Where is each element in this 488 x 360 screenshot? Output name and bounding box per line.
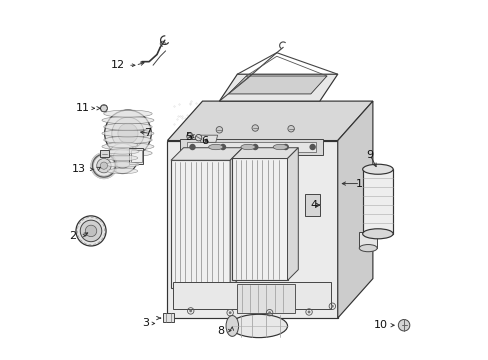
Polygon shape [237,284,294,313]
Ellipse shape [103,123,152,130]
Circle shape [228,311,231,314]
Ellipse shape [102,143,154,150]
Circle shape [186,133,193,139]
Polygon shape [100,149,109,157]
Polygon shape [171,148,242,160]
Text: 4: 4 [310,200,317,210]
Ellipse shape [241,144,255,150]
Circle shape [76,216,106,246]
Polygon shape [231,158,287,280]
Circle shape [287,126,294,132]
Circle shape [118,123,138,143]
Circle shape [220,144,225,149]
Circle shape [97,158,111,173]
Circle shape [189,310,192,312]
Polygon shape [180,139,323,155]
Polygon shape [167,140,337,318]
Circle shape [267,311,270,314]
Polygon shape [287,148,298,280]
Ellipse shape [106,149,139,154]
Circle shape [195,134,202,141]
Text: 5: 5 [185,132,192,142]
Polygon shape [359,232,376,248]
Ellipse shape [106,162,139,167]
Polygon shape [231,148,298,158]
Ellipse shape [107,168,138,174]
Text: 6: 6 [201,136,208,145]
Circle shape [252,144,257,149]
Ellipse shape [102,130,154,137]
Text: 9: 9 [366,150,373,160]
Circle shape [113,149,132,168]
Ellipse shape [362,229,392,239]
Text: 1: 1 [355,179,362,189]
Circle shape [80,220,102,242]
Polygon shape [187,141,316,152]
Polygon shape [172,282,330,309]
Ellipse shape [225,316,238,336]
Ellipse shape [103,136,152,144]
Circle shape [283,144,287,149]
Ellipse shape [107,155,138,161]
Polygon shape [304,194,319,216]
Text: 10: 10 [373,320,387,330]
Circle shape [398,319,409,331]
Polygon shape [228,76,326,94]
Ellipse shape [362,164,392,174]
Ellipse shape [103,149,152,157]
Ellipse shape [102,117,154,124]
Circle shape [100,105,107,112]
Ellipse shape [107,142,138,148]
Circle shape [190,144,195,149]
Text: 3: 3 [142,319,149,328]
Circle shape [330,305,333,308]
Polygon shape [219,74,337,101]
Circle shape [251,125,258,131]
Polygon shape [201,135,217,142]
Polygon shape [337,101,372,318]
Circle shape [216,127,222,133]
Text: 8: 8 [217,325,224,336]
Polygon shape [131,149,142,162]
Polygon shape [129,148,143,164]
Text: 2: 2 [69,231,77,240]
Text: 13: 13 [72,164,86,174]
Circle shape [100,162,107,169]
Polygon shape [163,314,174,322]
Circle shape [107,143,137,174]
Polygon shape [171,160,230,288]
Ellipse shape [273,144,287,150]
Polygon shape [362,169,392,234]
Ellipse shape [103,110,152,117]
Ellipse shape [230,314,287,338]
Polygon shape [167,101,372,140]
Text: 12: 12 [111,60,125,70]
Circle shape [112,117,144,149]
Circle shape [104,110,151,157]
Circle shape [92,154,115,177]
Text: 7: 7 [144,129,151,138]
Circle shape [309,144,314,149]
Text: 11: 11 [76,103,89,113]
Ellipse shape [208,144,223,150]
Polygon shape [230,148,242,288]
Circle shape [85,225,97,237]
Ellipse shape [359,244,376,252]
Circle shape [307,311,310,314]
